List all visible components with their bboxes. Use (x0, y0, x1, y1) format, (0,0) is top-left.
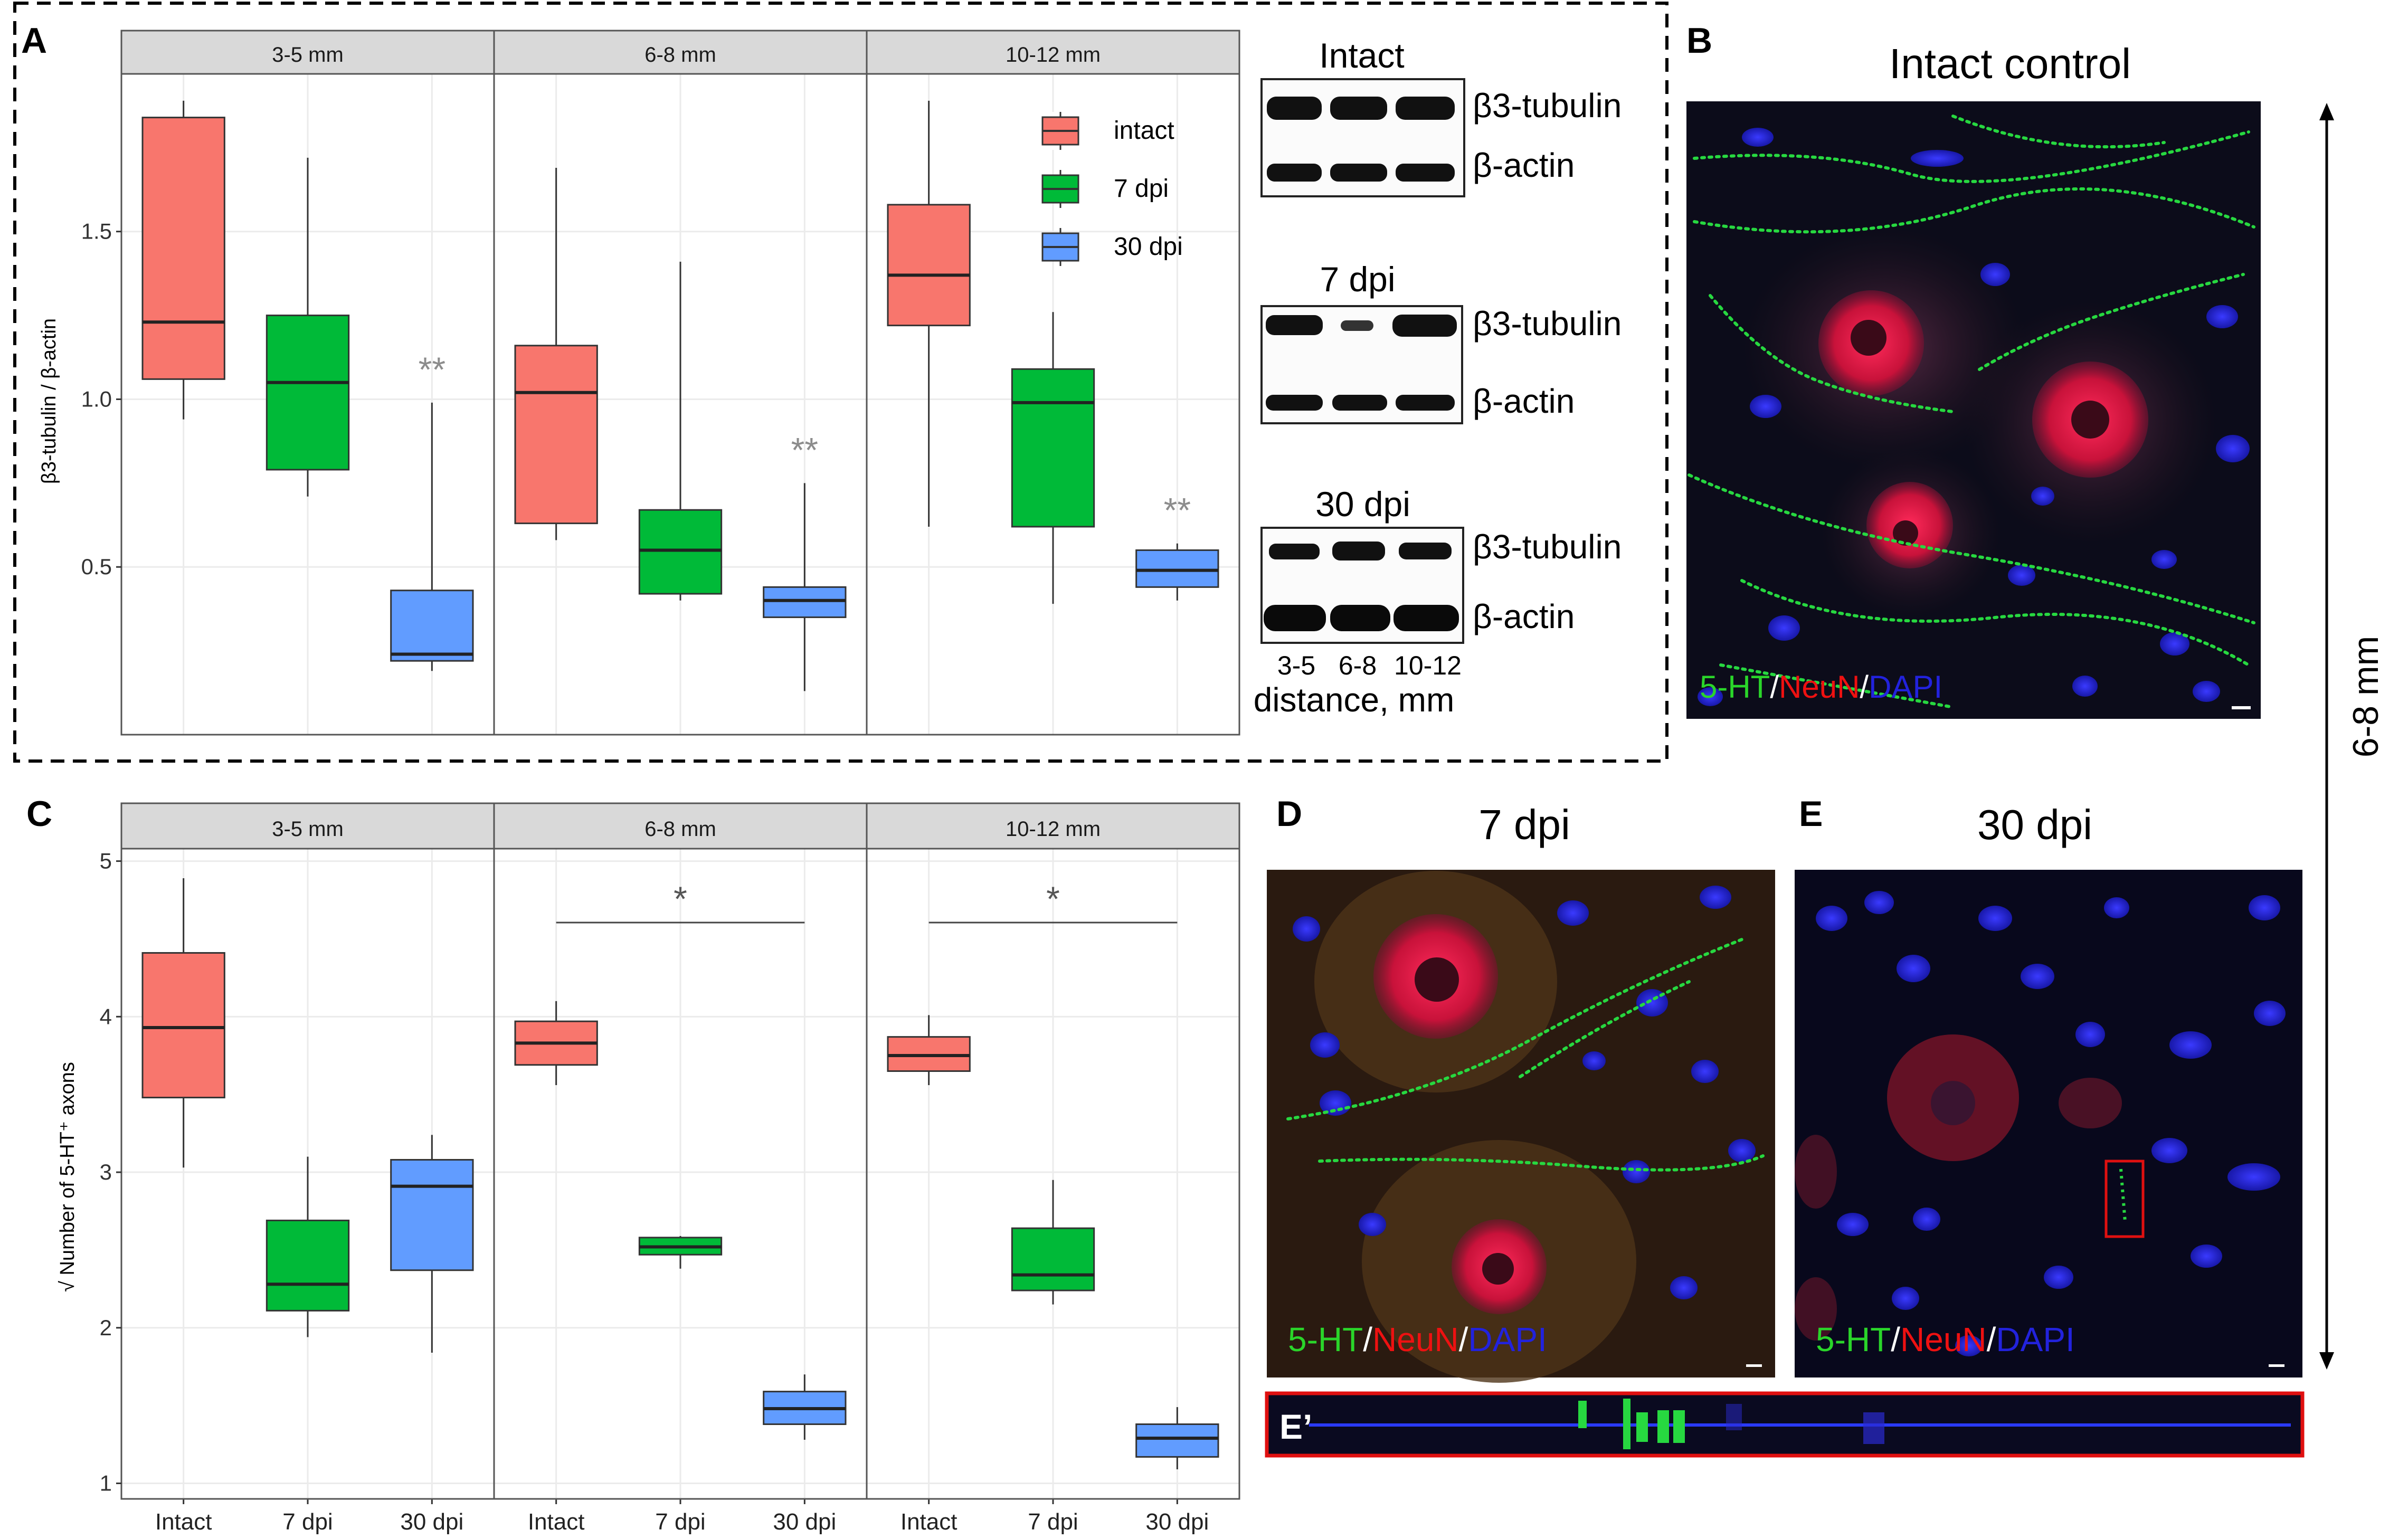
x-tick-label: 7 dpi (1028, 1509, 1078, 1535)
box (266, 315, 350, 471)
panel-c-ylabel: √ Number of 5-HT⁺ axons (56, 1062, 79, 1292)
x-tick-label: Intact (155, 1509, 212, 1535)
x-tick-label: 30 dpi (1145, 1509, 1209, 1535)
blot-30dpi (1260, 527, 1464, 644)
box (1011, 1227, 1095, 1291)
panel-e-stain-label: 5-HT/NeuN/DAPI (1816, 1320, 2075, 1358)
box (887, 204, 971, 327)
box (1135, 1423, 1219, 1458)
facet-strip-label: 3-5 mm (272, 818, 344, 841)
panel-a-dashed-frame (13, 2, 1668, 763)
blot-label-actin-30dpi: β-actin (1473, 597, 1575, 635)
scale-label: 6-8 mm (2346, 636, 2386, 757)
blot-intact (1260, 78, 1465, 197)
highlight-box (2104, 1160, 2145, 1238)
blot-label-actin-intact: β-actin (1473, 146, 1575, 184)
panel-letter-d: D (1276, 794, 1302, 834)
legend: intact 7 dpi 30 dpi (1036, 112, 1183, 266)
y-tick-label: 4 (100, 1004, 112, 1029)
x-tick-label: 30 dpi (773, 1509, 836, 1535)
box (514, 345, 598, 525)
legend-label-30dpi: 30 dpi (1114, 233, 1183, 261)
legend-item-30dpi: 30 dpi (1041, 228, 1183, 266)
y-tick-label: 3 (100, 1160, 112, 1184)
blot-label-actin-7dpi: β-actin (1473, 382, 1575, 420)
y-tick-label: 1.0 (81, 386, 112, 411)
facet-strip (120, 802, 495, 850)
panel-d-title: 7 dpi (1478, 801, 1570, 848)
facet-strip (866, 802, 1240, 850)
blot-title-30dpi: 30 dpi (1315, 484, 1410, 524)
blot-lane-label-1: 3-5 (1277, 651, 1315, 680)
blot-axis-label: distance, mm (1254, 681, 1455, 719)
x-tick-label: 7 dpi (282, 1509, 333, 1535)
box (1011, 368, 1095, 528)
facet-strip-label: 6-8 mm (644, 43, 716, 66)
blot-label-tubulin-7dpi: β3-tubulin (1473, 305, 1622, 343)
panel-letter-b: B (1686, 21, 1712, 61)
x-tick-label: Intact (528, 1509, 585, 1535)
panel-b-title: Intact control (1889, 40, 2131, 87)
scale-arrow (2319, 103, 2334, 1370)
facet-border (866, 73, 1240, 736)
legend-label-7dpi: 7 dpi (1114, 175, 1169, 203)
panel-e-title: 30 dpi (1977, 801, 2092, 848)
blot-title-intact: Intact (1319, 36, 1404, 75)
significance-label: ** (1164, 491, 1191, 530)
y-tick-label: 0.5 (81, 554, 112, 579)
y-tick-label: 2 (100, 1315, 112, 1340)
blot-title-7dpi: 7 dpi (1320, 260, 1395, 299)
facet-border (866, 848, 1240, 1500)
blot-label-tubulin-30dpi: β3-tubulin (1473, 528, 1622, 566)
y-tick-label: 1 (100, 1471, 112, 1496)
legend-item-7dpi: 7 dpi (1041, 170, 1169, 208)
box (141, 952, 225, 1099)
blot-label-tubulin-intact: β3-tubulin (1473, 87, 1622, 125)
box (1135, 549, 1219, 588)
panel-e-prime-strip (1265, 1391, 2305, 1458)
x-tick-label: 7 dpi (655, 1509, 705, 1535)
box (763, 586, 847, 619)
panel-d-micrograph (1267, 870, 1775, 1383)
panel-a-ylabel: β3-tubulin / β-actin (38, 318, 60, 484)
panel-b-stain-label: 5-HT/NeuN/DAPI (1700, 669, 1942, 705)
facet-strip (866, 30, 1240, 75)
significance-label: * (674, 879, 687, 918)
box (266, 1219, 350, 1312)
significance-label: * (1046, 879, 1060, 918)
facet-strip-label: 10-12 mm (1006, 818, 1101, 841)
panel-letter-a: A (21, 21, 47, 61)
legend-item-intact: intact (1036, 112, 1174, 150)
panel-letter-e: E (1799, 794, 1823, 834)
panel-c-boxplot: 3-5 mm Intact 7 dpi 30 dpi 6-8 mm Intact 7 dpi… (100, 802, 1240, 1535)
x-tick-label: 30 dpi (400, 1509, 463, 1535)
box (141, 117, 225, 380)
legend-label-intact: intact (1114, 117, 1174, 145)
box (638, 509, 723, 595)
blot-7dpi (1260, 305, 1463, 424)
box (390, 1158, 474, 1271)
panel-letter-e-prime: E’ (1279, 1407, 1312, 1446)
y-tick-label: 1.5 (81, 219, 112, 244)
significance-label: ** (791, 430, 818, 469)
facet-strip-label: 6-8 mm (644, 818, 716, 841)
blot-lane-label-2: 6-8 (1339, 651, 1377, 680)
blot-lane-label-3: 10-12 (1394, 651, 1462, 680)
y-tick-label: 5 (100, 849, 112, 873)
panel-e-micrograph (1795, 870, 2302, 1378)
panel-d-stain-label: 5-HT/NeuN/DAPI (1288, 1320, 1547, 1358)
box (390, 590, 474, 662)
facet-strip-label: 10-12 mm (1006, 43, 1101, 66)
significance-label: ** (419, 350, 445, 389)
facet-strip-label: 3-5 mm (272, 43, 344, 66)
panel-b-micrograph (1686, 101, 2261, 719)
western-blots: Intact β3-tubulin β-actin 7 dpi β3-tubul… (1254, 36, 1622, 719)
panel-letter-c: C (26, 794, 52, 834)
x-tick-label: Intact (900, 1509, 957, 1535)
